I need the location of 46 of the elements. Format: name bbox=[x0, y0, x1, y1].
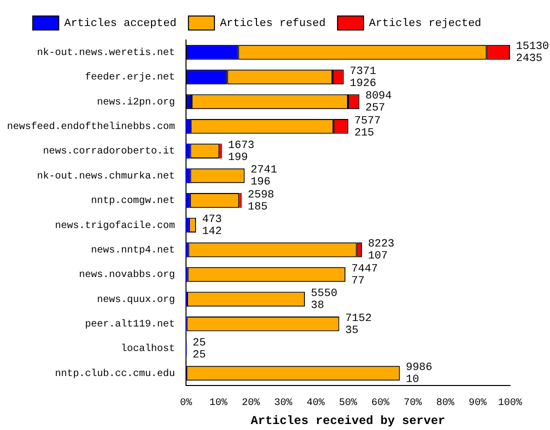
annotation: 7447 77 bbox=[351, 263, 378, 288]
y-tick-label: feeder.erje.net bbox=[85, 72, 176, 84]
annotation: 7152 35 bbox=[345, 312, 372, 337]
y-tick-label: peer.alt119.net bbox=[85, 318, 176, 331]
y-tick-label: news.quux.org bbox=[97, 294, 176, 306]
y-tick-label: news.i2pn.org bbox=[97, 96, 176, 108]
x-tick-label: 100% bbox=[498, 398, 522, 410]
x-tick-label: 30% bbox=[274, 398, 292, 410]
y-tick-label: nk-out.news.weretis.net bbox=[36, 46, 176, 59]
bar bbox=[219, 144, 222, 158]
legend-label: Articles refused bbox=[220, 18, 326, 30]
annotation: 2598 185 bbox=[248, 189, 274, 214]
x-tick-label: 20% bbox=[242, 398, 260, 410]
x-tick-label: 0% bbox=[180, 398, 192, 410]
bar bbox=[186, 193, 190, 208]
annotation: 8223 107 bbox=[368, 238, 394, 263]
x-tick-label: 10% bbox=[209, 398, 228, 410]
legend-label: Articles accepted bbox=[64, 18, 176, 30]
annotation: 8094 257 bbox=[365, 90, 392, 115]
annotation: 2741 196 bbox=[250, 164, 278, 189]
y-tick-label: news.novabbs.org bbox=[79, 269, 176, 282]
y-tick-label: nk-out.news.chmurka.net bbox=[36, 170, 176, 182]
annotation: 25 25 bbox=[192, 337, 206, 362]
annotation: 15130 2435 bbox=[516, 41, 550, 66]
y-tick-label: news.corradoroberto.it bbox=[42, 146, 176, 158]
y-tick-label: news.trigofacile.com bbox=[54, 220, 176, 232]
annotation: 1673 199 bbox=[228, 140, 254, 164]
x-tick-label: 70% bbox=[404, 398, 422, 410]
y-tick-label: newsfeed.endofthelinebbs.com bbox=[6, 121, 176, 134]
annotation: 473 142 bbox=[202, 214, 222, 238]
x-tick-label: 40% bbox=[306, 398, 325, 410]
annotation: 5550 38 bbox=[310, 288, 338, 312]
bar bbox=[239, 193, 242, 208]
x-axis-title: Articles received by server bbox=[250, 414, 446, 428]
y-tick-label: news.nntp4.net bbox=[91, 245, 176, 256]
legend-label: Articles rejected bbox=[369, 18, 482, 30]
x-tick-label: 60% bbox=[371, 398, 390, 410]
y-tick-label: nntp.comgw.net bbox=[91, 196, 176, 208]
x-tick-label: 80% bbox=[436, 398, 454, 410]
annotation: 9986 10 bbox=[406, 362, 432, 386]
y-tick-label: nntp.club.cc.cmu.edu bbox=[54, 368, 176, 380]
x-tick-label: 90% bbox=[468, 398, 487, 410]
x-tick-label: 50% bbox=[339, 398, 358, 410]
annotation: 7577 215 bbox=[354, 115, 381, 140]
annotation: 7371 1926 bbox=[350, 66, 377, 90]
y-tick-label: localhost bbox=[121, 343, 176, 356]
